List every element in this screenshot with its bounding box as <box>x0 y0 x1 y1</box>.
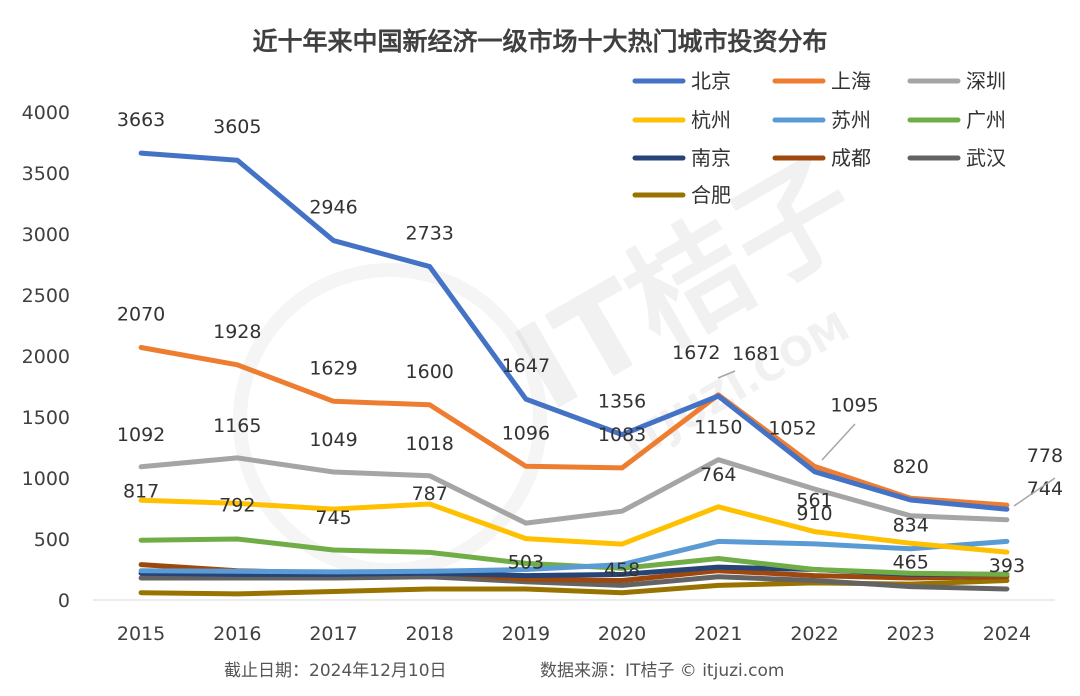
data-label: 1928 <box>213 321 261 343</box>
data-label: 393 <box>989 555 1025 577</box>
data-label: 2070 <box>117 303 165 325</box>
y-tick-label: 3500 <box>22 163 70 185</box>
y-tick-label: 1000 <box>22 468 70 490</box>
data-label: 764 <box>700 464 736 486</box>
data-label: 1083 <box>598 424 646 446</box>
data-label: 1150 <box>694 417 742 439</box>
leader-line <box>1013 477 1056 507</box>
data-label: 1165 <box>213 415 261 437</box>
data-label: 778 <box>1027 445 1063 467</box>
legend-label: 合肥 <box>691 183 731 207</box>
y-tick-label: 2000 <box>22 346 70 368</box>
data-label: 1600 <box>406 361 454 383</box>
data-label: 1049 <box>309 429 357 451</box>
data-label: 503 <box>508 552 544 574</box>
legend-label: 成都 <box>831 146 871 170</box>
data-label: 1356 <box>598 391 646 413</box>
data-label: 744 <box>1027 478 1063 500</box>
y-tick-label: 4000 <box>22 102 70 124</box>
chart-title: 近十年来中国新经济一级市场十大热门城市投资分布 <box>252 27 827 56</box>
data-label: 817 <box>123 480 159 502</box>
data-label: 1681 <box>732 343 780 365</box>
series-line-5 <box>138 538 1010 575</box>
x-tick-label: 2023 <box>887 623 935 645</box>
data-label: 3663 <box>117 109 165 131</box>
data-label: 820 <box>893 456 929 478</box>
y-tick-label: 500 <box>34 529 70 551</box>
axes: 0 500 1000 1500 2000 2500 3000 3500 4000 2015 2016… <box>22 102 1055 645</box>
legend-label: 苏州 <box>831 108 871 132</box>
x-tick-label: 2019 <box>502 623 550 645</box>
data-label: 1018 <box>406 433 454 455</box>
legend-label: 深圳 <box>966 69 1006 93</box>
x-tick-label: 2015 <box>117 623 165 645</box>
x-tick-label: 2021 <box>694 623 742 645</box>
y-tick-label: 0 <box>58 590 70 612</box>
data-label: 2733 <box>406 223 454 245</box>
legend-label: 南京 <box>691 146 731 170</box>
x-tick-label: 2020 <box>598 623 646 645</box>
series-line-4 <box>138 497 1010 555</box>
data-labels: 3663 3605 2946 2733 1647 1356 1672 1052 820 744 20… <box>117 109 1063 581</box>
footer-date: 截止日期：2024年12月10日 <box>224 661 447 681</box>
legend-label: 上海 <box>831 69 871 93</box>
x-tick-label: 2016 <box>213 623 261 645</box>
data-label: 2946 <box>309 197 357 219</box>
legend-label: 武汉 <box>966 146 1006 170</box>
x-tick-label: 2017 <box>309 623 357 645</box>
data-label: 465 <box>893 551 929 573</box>
data-label: 834 <box>893 514 929 536</box>
data-label: 1629 <box>309 357 357 379</box>
y-tick-label: 1500 <box>22 407 70 429</box>
data-label: 745 <box>315 507 351 529</box>
x-tick-label: 2022 <box>790 623 838 645</box>
data-label: 1096 <box>502 422 550 444</box>
y-tick-label: 3000 <box>22 224 70 246</box>
legend-label: 广州 <box>966 108 1006 132</box>
data-label: 792 <box>219 494 255 516</box>
series-line-1 <box>138 150 1010 512</box>
data-label: 3605 <box>213 116 261 138</box>
data-label: 458 <box>604 559 640 581</box>
series-line-3 <box>138 455 1010 526</box>
legend-label: 杭州 <box>691 108 731 132</box>
x-tick-label: 2018 <box>406 623 454 645</box>
y-tick-label: 2500 <box>22 285 70 307</box>
data-label: 1092 <box>117 424 165 446</box>
data-label: 1647 <box>502 355 550 377</box>
data-label: 910 <box>796 503 832 525</box>
series-layer <box>138 150 1010 597</box>
data-label: 1095 <box>830 394 878 416</box>
x-tick-label: 2024 <box>983 623 1031 645</box>
series-line-2 <box>138 345 1010 508</box>
leader-line <box>717 370 736 379</box>
data-label: 561 <box>796 490 832 512</box>
legend-label: 北京 <box>691 69 731 93</box>
leader-line <box>821 423 856 461</box>
series-line-9 <box>138 574 1010 592</box>
data-label: 787 <box>412 483 448 505</box>
data-label: 1672 <box>672 342 720 364</box>
data-label: 1052 <box>768 418 816 440</box>
footer-source: 数据来源：IT桔子 © itjuzi.com <box>540 661 784 681</box>
